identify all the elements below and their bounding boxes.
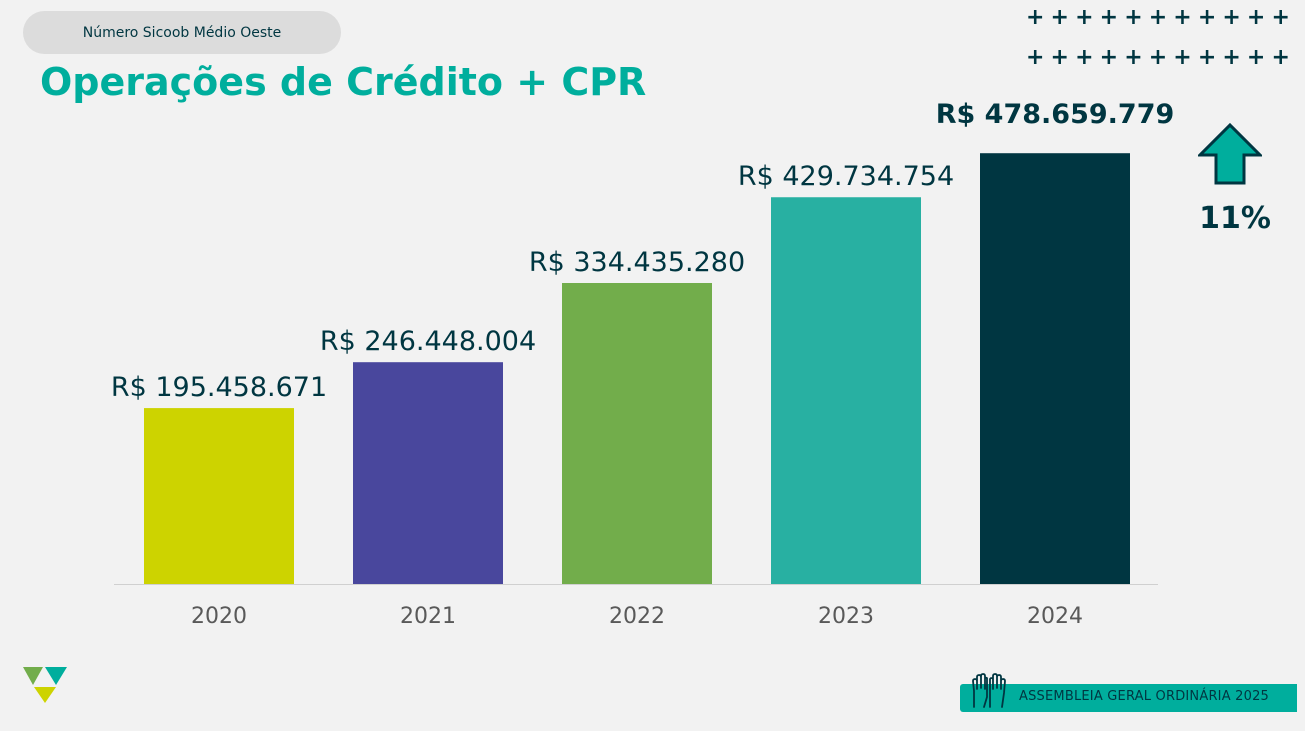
footer-banner bbox=[960, 684, 1297, 712]
data-label-2023: R$ 429.734.754 bbox=[738, 161, 954, 192]
x-tick-label-2020: 2020 bbox=[191, 604, 247, 629]
plus-icon: + bbox=[1222, 45, 1241, 70]
bar-2022 bbox=[562, 283, 712, 584]
data-label-2021: R$ 246.448.004 bbox=[320, 326, 536, 357]
plus-icon: + bbox=[1050, 5, 1069, 30]
plus-decoration-row-1: + + + + + + + + + + + bbox=[1026, 7, 1290, 29]
page-title: Operações de Crédito + CPR bbox=[40, 60, 647, 104]
plus-icon: + bbox=[1173, 5, 1192, 30]
plus-icon: + bbox=[1124, 5, 1143, 30]
plus-icon: + bbox=[1246, 45, 1266, 70]
growth-percent: 11% bbox=[1199, 201, 1271, 236]
footer-banner-text: ASSEMBLEIA GERAL ORDINÁRIA 2025 bbox=[1019, 689, 1270, 704]
x-tick-label-2021: 2021 bbox=[400, 604, 456, 629]
plus-icon: + bbox=[1148, 45, 1168, 70]
plus-icon: + bbox=[1148, 5, 1168, 30]
plus-icon: + bbox=[1246, 5, 1266, 30]
x-tick-label-2022: 2022 bbox=[609, 604, 665, 629]
x-tick-label-2024: 2024 bbox=[1027, 604, 1083, 629]
plus-icon: + bbox=[1124, 45, 1143, 70]
plus-icon: + bbox=[1222, 5, 1241, 30]
plus-icon: + bbox=[1197, 5, 1217, 30]
plus-icon: + bbox=[1075, 45, 1094, 70]
raised-hands-icon bbox=[972, 673, 1006, 708]
up-arrow-icon bbox=[1198, 123, 1262, 185]
data-label-2020: R$ 195.458.671 bbox=[111, 372, 327, 403]
plus-icon: + bbox=[1099, 5, 1119, 30]
plus-icon: + bbox=[1173, 45, 1192, 70]
plus-icon: + bbox=[1026, 45, 1045, 70]
bar-2021 bbox=[353, 362, 503, 584]
plus-icon: + bbox=[1271, 45, 1290, 70]
bar-2023 bbox=[771, 197, 921, 585]
header-pill: Número Sicoob Médio Oeste bbox=[23, 11, 341, 54]
sicoob-logo-icon bbox=[23, 667, 67, 703]
plus-icon: + bbox=[1026, 5, 1045, 30]
data-label-2024: R$ 478.659.779 bbox=[936, 99, 1175, 130]
bar-2020 bbox=[144, 408, 294, 584]
plus-decoration-row-2: + + + + + + + + + + + bbox=[1026, 47, 1290, 69]
plus-icon: + bbox=[1271, 5, 1290, 30]
data-label-2022: R$ 334.435.280 bbox=[529, 247, 745, 278]
plus-icon: + bbox=[1050, 45, 1069, 70]
plus-icon: + bbox=[1099, 45, 1119, 70]
plus-icon: + bbox=[1075, 5, 1094, 30]
header-pill-label: Número Sicoob Médio Oeste bbox=[82, 24, 282, 41]
plus-icon: + bbox=[1197, 45, 1217, 70]
bar-2024 bbox=[980, 153, 1130, 585]
x-tick-label-2023: 2023 bbox=[818, 604, 874, 629]
